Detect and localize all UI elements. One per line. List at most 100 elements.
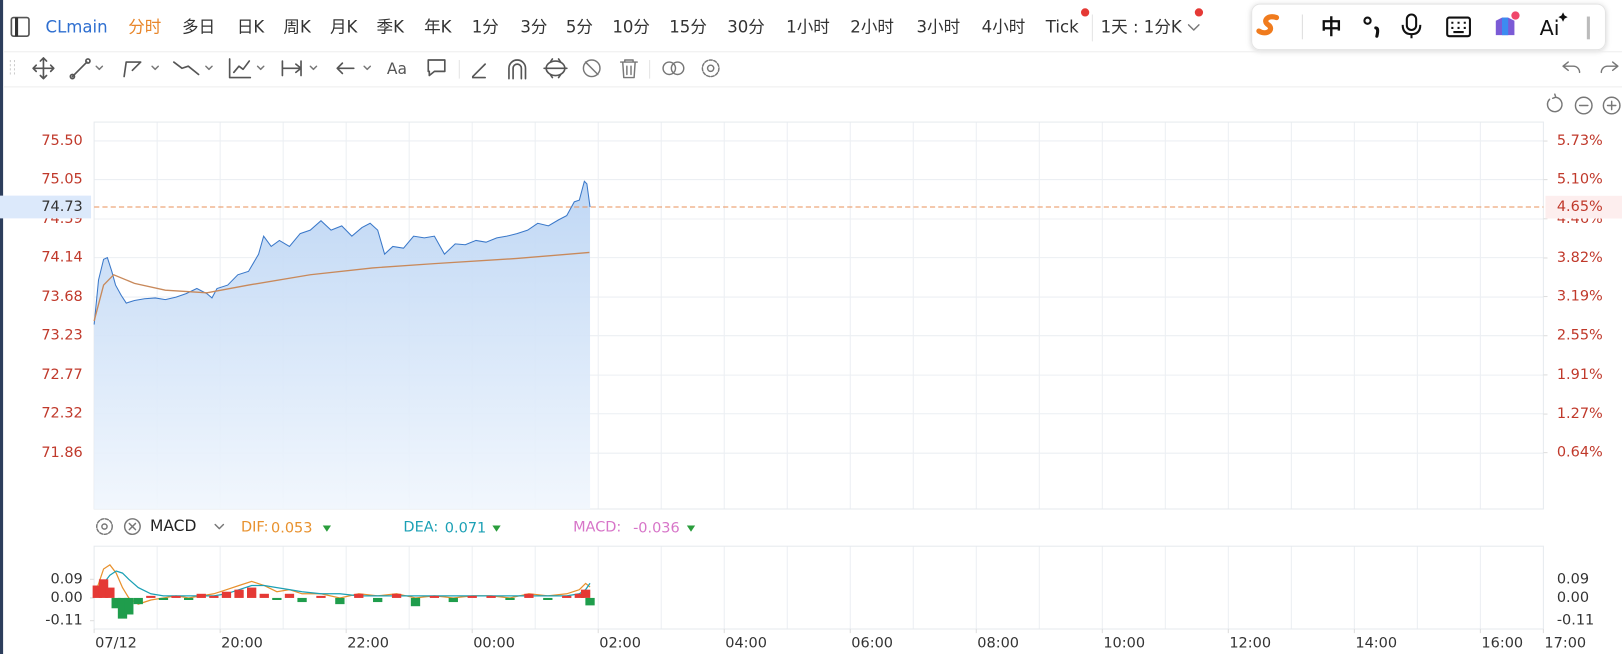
macd-bar: [585, 597, 595, 606]
y-tick-label: 75.05: [41, 172, 82, 188]
indicator-name: DEA:: [403, 520, 438, 536]
hide-tool[interactable]: [582, 59, 601, 78]
macd-bar: [272, 597, 282, 600]
indicator-settings[interactable]: [95, 518, 113, 536]
price-plot-frame: [93, 121, 1544, 510]
period-tab[interactable]: 5分: [566, 17, 593, 36]
period-tab[interactable]: 15分: [669, 17, 707, 36]
arrow-tool[interactable]: [336, 62, 355, 75]
period-tab[interactable]: 多日: [182, 17, 215, 36]
period-tab[interactable]: 季K: [377, 17, 406, 36]
ime-logo[interactable]: [1256, 14, 1280, 36]
period-tab[interactable]: 30分: [727, 17, 765, 36]
macd-bar: [335, 597, 345, 605]
line-tool[interactable]: [71, 61, 88, 78]
y-tick-label: -0.11: [45, 613, 82, 629]
y-tick-label: 73.23: [41, 328, 82, 344]
settings-tool[interactable]: [701, 59, 720, 78]
tool-dropdown[interactable]: [256, 65, 265, 71]
skin-icon[interactable]: [1495, 11, 1520, 36]
tool-dropdown[interactable]: [151, 65, 159, 71]
wave-tool[interactable]: [172, 61, 200, 76]
ime-mode[interactable]: 中: [1321, 15, 1342, 39]
indicator-line: [96, 570, 591, 597]
period-tab[interactable]: 1天 : 1分K: [1101, 17, 1183, 36]
macd-bar: [410, 597, 421, 607]
period-tab[interactable]: 4小时: [982, 17, 1026, 36]
x-tick-label: 07/12: [95, 635, 137, 651]
polyline-tool[interactable]: [123, 61, 142, 78]
macd-bar: [373, 597, 383, 603]
tool-dropdown[interactable]: [95, 65, 104, 71]
lock-tool[interactable]: [543, 58, 568, 79]
ruler-tool[interactable]: [471, 63, 486, 79]
indicator-name: MACD:: [573, 520, 621, 536]
indicator-title: MACD: [150, 517, 197, 535]
sidebar-toggle[interactable]: [10, 16, 30, 38]
voice-input[interactable]: [1401, 13, 1422, 39]
macd-bar: [183, 597, 194, 600]
range-tool[interactable]: [281, 60, 302, 77]
y-tick-label: 0.00: [51, 590, 83, 606]
period-tab[interactable]: 分时: [128, 17, 161, 36]
x-tick-label: 22:00: [347, 635, 389, 651]
trend-arrow: [322, 525, 332, 532]
indicator-close[interactable]: [123, 518, 141, 536]
period-tab[interactable]: 2小时: [850, 17, 894, 36]
macd-bar: [297, 597, 307, 603]
symbol[interactable]: CLmain: [46, 17, 108, 36]
y-tick-label: 71.86: [41, 445, 82, 461]
text-tool[interactable]: Aa: [387, 60, 407, 78]
macd-bar: [124, 597, 134, 615]
period-tab[interactable]: 10分: [612, 17, 650, 36]
macd-bar: [221, 591, 232, 598]
fib-tool[interactable]: [228, 58, 252, 79]
period-tab[interactable]: Tick: [1045, 17, 1079, 36]
tool-dropdown[interactable]: [363, 65, 372, 71]
tool-dropdown[interactable]: [309, 65, 318, 71]
macd-bar: [284, 593, 295, 598]
period-tab[interactable]: 周K: [283, 17, 312, 36]
macd-bar: [111, 597, 121, 609]
y-tick-label: 72.77: [41, 367, 82, 383]
x-tick-label: 02:00: [599, 635, 641, 651]
x-tick-label: 16:00: [1481, 635, 1523, 651]
indicator-value: -0.036: [633, 521, 680, 537]
zoom-in[interactable]: [1602, 96, 1621, 115]
soft-keyboard[interactable]: [1446, 16, 1471, 38]
delete-tool[interactable]: [619, 59, 638, 79]
period-tab[interactable]: 3分: [520, 17, 547, 36]
ai-assistant[interactable]: Ai: [1540, 16, 1560, 40]
move-tool[interactable]: [32, 57, 55, 80]
period-tab[interactable]: 日K: [237, 17, 266, 36]
indicator-dropdown[interactable]: [214, 523, 225, 530]
note-tool[interactable]: [427, 59, 446, 77]
period-tab[interactable]: 年K: [424, 17, 453, 36]
period-tab[interactable]: 月K: [330, 17, 359, 36]
period-tab[interactable]: 3小时: [917, 17, 961, 36]
period-tab[interactable]: 1分: [472, 17, 499, 36]
reset-chart[interactable]: [1546, 93, 1563, 113]
macd-bar: [429, 595, 440, 598]
undo[interactable]: [1562, 61, 1581, 74]
zoom-out[interactable]: [1574, 96, 1593, 115]
period-dropdown[interactable]: [1187, 24, 1200, 31]
window-edge: [0, 0, 4, 654]
ime-toolbar: 中 Ai: [1251, 3, 1606, 51]
period-tab[interactable]: 1小时: [786, 17, 830, 36]
y2-tick-label: 0.64%: [1557, 445, 1603, 461]
punctuation-toggle[interactable]: [1363, 16, 1380, 38]
y-tick-label: 72.32: [41, 406, 82, 422]
macd-bar: [574, 593, 584, 598]
last-price-badge: [0, 195, 92, 219]
x-tick-label: 10:00: [1103, 635, 1145, 651]
x-tick-label: 00:00: [473, 635, 515, 651]
compare-tool[interactable]: [662, 61, 685, 76]
y2-tick-label: 5.10%: [1557, 172, 1603, 188]
magnet-tool[interactable]: [508, 59, 527, 80]
x-tick-label: 06:00: [851, 635, 893, 651]
tool-dropdown[interactable]: [205, 65, 213, 71]
redo[interactable]: [1600, 61, 1619, 74]
